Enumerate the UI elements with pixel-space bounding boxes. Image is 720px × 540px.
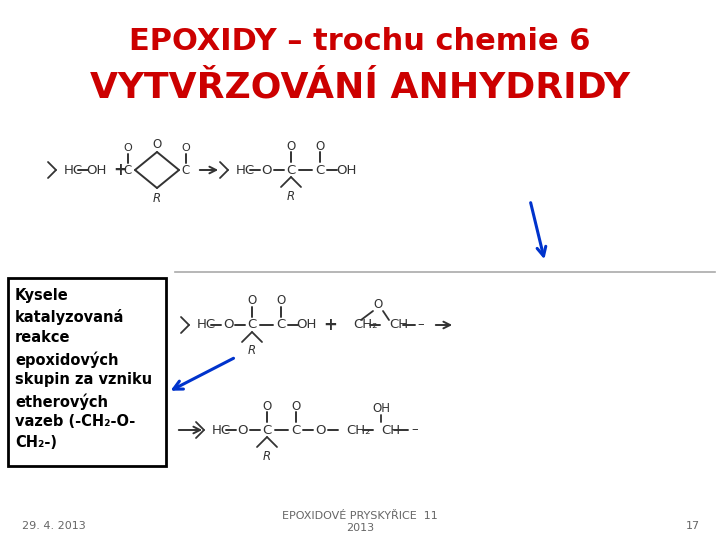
Text: EPOXIDOVÉ PRYSKYŘICE  11
2013: EPOXIDOVÉ PRYSKYŘICE 11 2013: [282, 511, 438, 533]
Text: VYTVŘZOVÁNÍ ANHYDRIDY: VYTVŘZOVÁNÍ ANHYDRIDY: [90, 71, 630, 105]
Text: OH: OH: [336, 164, 356, 177]
Text: HC: HC: [236, 164, 255, 177]
Text: R: R: [263, 449, 271, 462]
Text: reakce: reakce: [15, 330, 71, 345]
Text: O: O: [248, 294, 256, 307]
Text: O: O: [222, 319, 233, 332]
Text: R: R: [248, 345, 256, 357]
Text: +: +: [323, 316, 337, 334]
Text: HC: HC: [64, 164, 83, 177]
Text: 17: 17: [686, 521, 700, 531]
Text: +: +: [113, 161, 127, 179]
Text: R: R: [287, 190, 295, 202]
Text: C: C: [315, 164, 325, 177]
Text: EPOXIDY – trochu chemie 6: EPOXIDY – trochu chemie 6: [130, 28, 590, 57]
Text: O: O: [287, 139, 296, 152]
Text: –: –: [418, 319, 424, 332]
Bar: [8, 278, 166, 466]
Text: O: O: [262, 400, 271, 413]
Text: etherových: etherových: [15, 393, 108, 409]
Text: O: O: [315, 139, 325, 152]
Text: vazeb (-CH₂-O-: vazeb (-CH₂-O-: [15, 414, 135, 429]
Text: katalyzovaná: katalyzovaná: [15, 309, 125, 325]
Text: C: C: [276, 319, 286, 332]
Text: O: O: [374, 298, 382, 310]
Text: C: C: [248, 319, 256, 332]
Text: epoxidových: epoxidových: [15, 351, 119, 368]
Text: CH₂: CH₂: [346, 423, 371, 436]
Text: C: C: [292, 423, 301, 436]
Text: CH₂-): CH₂-): [15, 435, 57, 450]
Text: HC: HC: [212, 423, 231, 436]
Text: O: O: [238, 423, 248, 436]
Text: CH: CH: [389, 319, 408, 332]
Text: CH₂: CH₂: [353, 319, 377, 332]
Text: O: O: [124, 143, 132, 153]
Text: O: O: [292, 400, 301, 413]
Text: Kysele: Kysele: [15, 288, 68, 303]
Text: HC: HC: [197, 319, 216, 332]
Text: C: C: [287, 164, 296, 177]
Text: C: C: [262, 423, 271, 436]
Text: skupin za vzniku: skupin za vzniku: [15, 372, 152, 387]
Text: OH: OH: [86, 164, 106, 177]
Text: C: C: [182, 164, 190, 177]
Text: 29. 4. 2013: 29. 4. 2013: [22, 521, 86, 531]
Text: OH: OH: [296, 319, 316, 332]
Text: OH: OH: [372, 402, 390, 415]
Text: O: O: [181, 143, 190, 153]
Text: –: –: [412, 423, 418, 436]
Text: O: O: [262, 164, 272, 177]
Text: R: R: [153, 192, 161, 205]
Text: O: O: [316, 423, 326, 436]
Text: O: O: [153, 138, 161, 152]
Text: C: C: [124, 164, 132, 177]
Text: O: O: [276, 294, 286, 307]
Text: CH: CH: [381, 423, 400, 436]
